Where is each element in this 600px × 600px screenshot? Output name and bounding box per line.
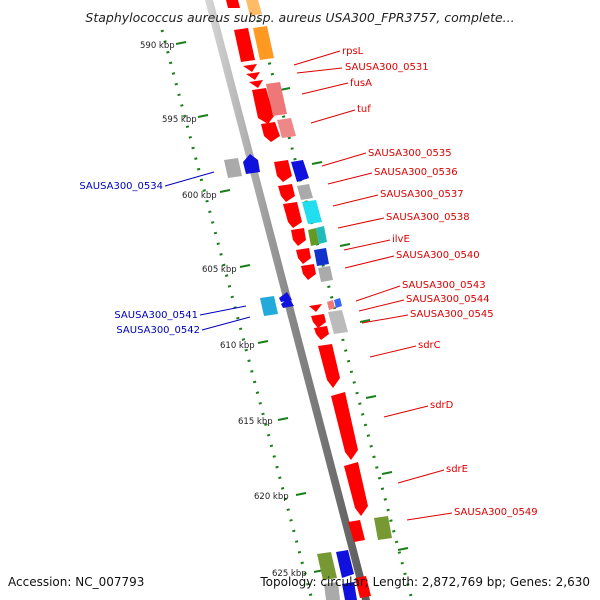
reverse-leader-lines (164, 171, 251, 331)
axis-label: 615 kbp (238, 417, 273, 427)
gene-label-fusA[interactable]: fusA (350, 78, 372, 89)
axis-label: 595 kbp (162, 115, 197, 125)
gene-blue[interactable] (314, 248, 329, 266)
gene-blue[interactable] (336, 550, 354, 578)
gene-SAUSA300_0541[interactable] (260, 296, 278, 316)
scale-track-right (256, 19, 414, 600)
gene-SAUSA300_0543[interactable] (309, 304, 322, 312)
gene-label-SAUSA300_0541[interactable]: SAUSA300_0541 (114, 310, 198, 321)
gene-label-SAUSA300_0535[interactable]: SAUSA300_0535 (368, 148, 452, 159)
gene-olive[interactable] (317, 552, 337, 580)
gene-gray[interactable] (297, 184, 313, 200)
gene-label-ilvE[interactable]: ilvE (392, 234, 410, 245)
gene-SAUSA300_0542[interactable] (281, 298, 294, 308)
gene-blue[interactable] (291, 160, 309, 182)
gene-SAUSA300_0531[interactable] (243, 64, 257, 72)
gene-fwd-bottom[interactable] (355, 576, 371, 598)
gene-label-SAUSA300_0545[interactable]: SAUSA300_0545 (410, 309, 494, 320)
gene-label-SAUSA300_0540[interactable]: SAUSA300_0540 (396, 250, 480, 261)
gene-label-sdrE[interactable]: sdrE (446, 464, 468, 475)
reverse-gene-labels: SAUSA300_0534 SAUSA300_0541 SAUSA300_054… (79, 181, 200, 336)
gene-fwd-lower[interactable] (348, 520, 365, 542)
gene-sdrD[interactable] (331, 392, 358, 460)
gene-SAUSA300_0537[interactable] (283, 202, 302, 228)
forward-gene-glyphs (226, 0, 371, 598)
gene-olive[interactable] (374, 516, 392, 540)
gene-sdrC[interactable] (318, 344, 340, 388)
gene-SAUSA300_0531[interactable] (246, 72, 260, 80)
axis-label: 620 kbp (254, 492, 289, 502)
gene-label-sdrD[interactable]: sdrD (430, 400, 454, 411)
accession-text: Accession: NC_007793 (8, 575, 144, 589)
gene-label-SAUSA300_0549[interactable]: SAUSA300_0549 (454, 507, 538, 518)
gene-SAUSA300_0535[interactable] (274, 160, 292, 182)
gene-gray[interactable] (318, 266, 333, 282)
gene-label-SAUSA300_0542[interactable]: SAUSA300_0542 (116, 325, 200, 336)
axis-label: 590 kbp (140, 41, 175, 51)
gene-SAUSA300_0534[interactable] (243, 154, 260, 174)
gene-gray[interactable] (328, 310, 348, 334)
gene-label-SAUSA300_0536[interactable]: SAUSA300_0536 (374, 167, 458, 178)
gene-fusA[interactable] (249, 80, 263, 88)
gene-pink[interactable] (277, 118, 296, 138)
gene-SAUSA300_0545[interactable] (314, 326, 329, 340)
gene-cyan[interactable] (302, 200, 322, 224)
axis-labels: 590 kbp 595 kbp 600 kbp 605 kbp 610 kbp … (140, 41, 307, 579)
forward-gene-labels: rpsL SAUSA300_0531 fusA tuf SAUSA300_053… (342, 46, 538, 518)
gene-blue[interactable] (334, 298, 342, 308)
gene-SAUSA300_0534[interactable] (224, 158, 242, 178)
topology-text: Topology: circular; Length: 2,872,769 bp… (259, 575, 590, 589)
gene-green[interactable] (308, 228, 319, 246)
gene-SAUSA300_0538[interactable] (291, 228, 306, 246)
gene-sdrE[interactable] (344, 462, 368, 516)
axis-label: 600 kbp (182, 191, 217, 201)
gene-SAUSA300_0540[interactable] (301, 264, 316, 280)
forward-leader-lines (293, 50, 453, 521)
major-ticks (175, 41, 409, 573)
gene-teal[interactable] (316, 226, 327, 244)
gene-label-SAUSA300_0544[interactable]: SAUSA300_0544 (406, 294, 490, 305)
gene-pink[interactable] (266, 82, 287, 116)
inner-lane-glyphs (246, 0, 392, 600)
gene-tuf[interactable] (261, 122, 280, 142)
gene-pink[interactable] (327, 300, 335, 310)
axis-label: 610 kbp (220, 341, 255, 351)
gene-ilvE[interactable] (296, 248, 311, 264)
reverse-gene-glyphs (224, 154, 294, 316)
gene-label-tuf[interactable]: tuf (357, 104, 371, 115)
gene-orange-top[interactable] (246, 0, 262, 16)
gene-SAUSA300_0536[interactable] (278, 184, 295, 202)
gene-label-SAUSA300_0543[interactable]: SAUSA300_0543 (402, 280, 486, 291)
gene-SAUSA300_0544[interactable] (311, 314, 326, 328)
gene-label-SAUSA300_0537[interactable]: SAUSA300_0537 (380, 189, 464, 200)
map-title: Staphylococcus aureus subsp. aureus USA3… (85, 10, 514, 25)
gene-fusA[interactable] (252, 88, 274, 124)
gene-label-sdrC[interactable]: sdrC (418, 340, 441, 351)
gene-orange[interactable] (253, 26, 274, 60)
gene-label-SAUSA300_0534[interactable]: SAUSA300_0534 (79, 181, 163, 192)
gene-gray[interactable] (324, 582, 340, 600)
gene-label-rpsL[interactable]: rpsL (342, 46, 364, 57)
gene-blue[interactable] (342, 582, 357, 600)
axis-label: 605 kbp (202, 265, 237, 275)
axis-label: 625 kbp (272, 569, 307, 579)
gene-rpsL[interactable] (226, 0, 240, 8)
gene-label-SAUSA300_0538[interactable]: SAUSA300_0538 (386, 212, 470, 223)
gene-rpsL[interactable] (234, 28, 255, 62)
gene-label-SAUSA300_0531[interactable]: SAUSA300_0531 (345, 62, 429, 73)
